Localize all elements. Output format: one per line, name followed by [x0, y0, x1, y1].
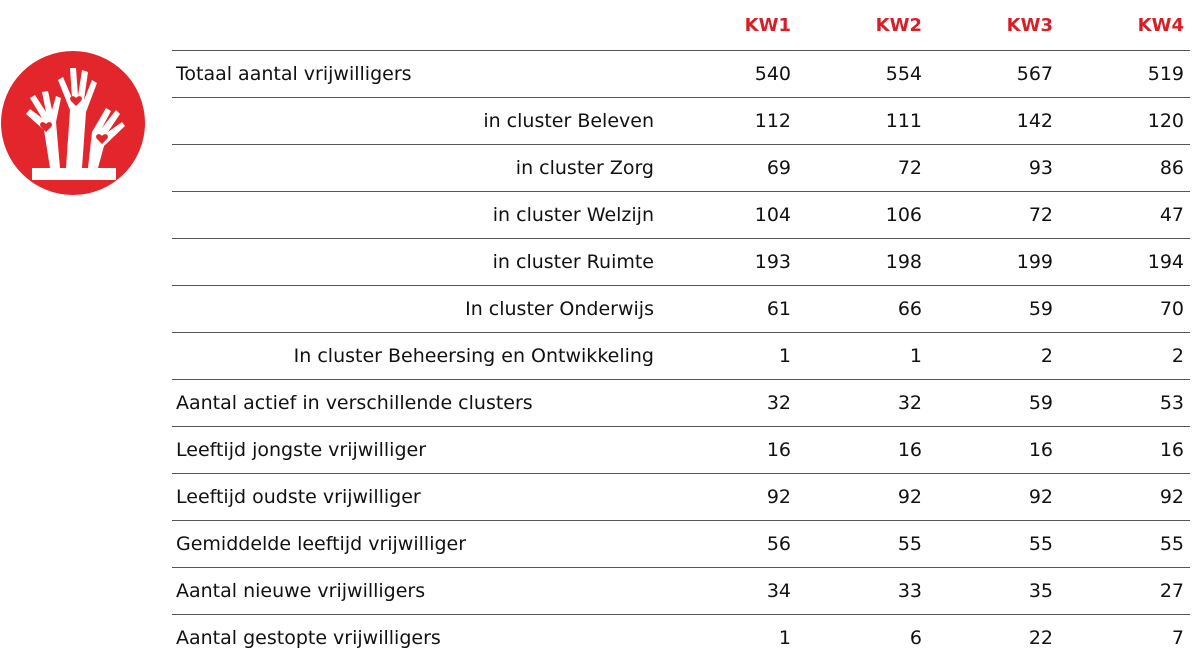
cell-value: 93 [928, 144, 1059, 192]
cell-value: 86 [1059, 144, 1190, 192]
cell-value: 22 [928, 614, 1059, 661]
table-row: Leeftijd jongste vrijwilliger 16 16 16 16 [172, 426, 1190, 474]
cell-value: 104 [666, 191, 797, 239]
cell-value: 55 [797, 520, 928, 568]
cell-value: 2 [928, 332, 1059, 380]
cell-value: 7 [1059, 614, 1190, 661]
cell-value: 72 [797, 144, 928, 192]
cell-value: 2 [1059, 332, 1190, 380]
cell-value: 194 [1059, 238, 1190, 286]
cell-value: 72 [928, 191, 1059, 239]
cell-value: 55 [928, 520, 1059, 568]
cell-value: 92 [1059, 473, 1190, 521]
row-label: In cluster Beheersing en Ontwikkeling [172, 332, 666, 380]
table-row: Leeftijd oudste vrijwilliger 92 92 92 92 [172, 473, 1190, 521]
cell-value: 519 [1059, 50, 1190, 98]
cell-value: 32 [666, 379, 797, 427]
column-header: KW4 [1137, 14, 1184, 36]
cell-value: 1 [666, 614, 797, 661]
table-row: in cluster Welzijn 104 106 72 47 [172, 191, 1190, 239]
cell-value: 59 [928, 379, 1059, 427]
cell-value: 193 [666, 238, 797, 286]
table-row: Aantal gestopte vrijwilligers 1 6 22 7 [172, 614, 1190, 661]
row-label: Gemiddelde leeftijd vrijwilliger [172, 520, 666, 568]
volunteer-table: KW1 KW2 KW3 KW4 Totaal aantal vrijwilligers… [172, 0, 1190, 661]
cell-value: 6 [797, 614, 928, 661]
cell-value: 53 [1059, 379, 1190, 427]
cell-value: 540 [666, 50, 797, 98]
cell-value: 34 [666, 567, 797, 615]
row-label: Leeftijd jongste vrijwilliger [172, 426, 666, 474]
cell-value: 111 [797, 97, 928, 145]
cell-value: 16 [1059, 426, 1190, 474]
row-label: Leeftijd oudste vrijwilliger [172, 473, 666, 521]
row-label: Aantal nieuwe vrijwilligers [172, 567, 666, 615]
table-row: Aantal actief in verschillende clusters 3… [172, 379, 1190, 427]
cell-value: 66 [797, 285, 928, 333]
cell-value: 92 [928, 473, 1059, 521]
table-row: Aantal nieuwe vrijwilligers 34 33 35 27 [172, 567, 1190, 615]
cell-value: 142 [928, 97, 1059, 145]
cell-value: 567 [928, 50, 1059, 98]
column-header: KW2 [875, 14, 922, 36]
row-label: Totaal aantal vrijwilligers [172, 50, 666, 98]
cell-value: 554 [797, 50, 928, 98]
cell-value: 16 [666, 426, 797, 474]
row-label: Aantal gestopte vrijwilligers [172, 614, 666, 661]
table-row: in cluster Zorg 69 72 93 86 [172, 144, 1190, 192]
cell-value: 92 [797, 473, 928, 521]
table-row: in cluster Ruimte 193 198 199 194 [172, 238, 1190, 286]
row-label: in cluster Beleven [172, 97, 666, 145]
corner [172, 0, 666, 51]
cell-value: 70 [1059, 285, 1190, 333]
cell-value: 27 [1059, 567, 1190, 615]
cell-value: 35 [928, 567, 1059, 615]
row-label: in cluster Welzijn [172, 191, 666, 239]
table-row: In cluster Beheersing en Ontwikkeling 1 1 2… [172, 332, 1190, 380]
cell-value: 199 [928, 238, 1059, 286]
column-header: KW3 [1006, 14, 1053, 36]
cell-value: 16 [797, 426, 928, 474]
header-row: KW1 KW2 KW3 KW4 [172, 0, 1190, 51]
cell-value: 59 [928, 285, 1059, 333]
row-label: In cluster Onderwijs [172, 285, 666, 333]
table-row: In cluster Onderwijs 61 66 59 70 [172, 285, 1190, 333]
cell-value: 16 [928, 426, 1059, 474]
cell-value: 61 [666, 285, 797, 333]
volunteer-icon [1, 51, 145, 195]
row-label: Aantal actief in verschillende clusters [172, 379, 666, 427]
cell-value: 56 [666, 520, 797, 568]
cell-value: 1 [797, 332, 928, 380]
cell-value: 1 [666, 332, 797, 380]
cell-value: 33 [797, 567, 928, 615]
table-row: Totaal aantal vrijwilligers 540 554 567 519 [172, 50, 1190, 98]
cell-value: 69 [666, 144, 797, 192]
cell-value: 92 [666, 473, 797, 521]
row-label: in cluster Ruimte [172, 238, 666, 286]
cell-value: 120 [1059, 97, 1190, 145]
cell-value: 106 [797, 191, 928, 239]
cell-value: 47 [1059, 191, 1190, 239]
cell-value: 55 [1059, 520, 1190, 568]
cell-value: 32 [797, 379, 928, 427]
table-row: in cluster Beleven 112 111 142 120 [172, 97, 1190, 145]
cell-value: 198 [797, 238, 928, 286]
column-header: KW1 [744, 14, 791, 36]
cell-value: 112 [666, 97, 797, 145]
table-row: Gemiddelde leeftijd vrijwilliger 56 55 55 55 [172, 520, 1190, 568]
row-label: in cluster Zorg [172, 144, 666, 192]
